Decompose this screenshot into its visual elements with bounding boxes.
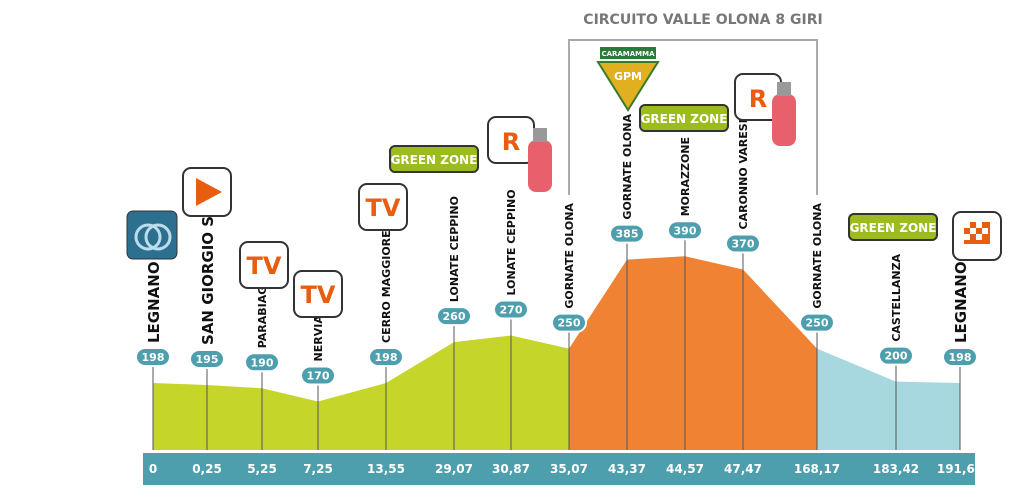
km-label: 5,25 xyxy=(247,462,277,476)
tv-badge: TV xyxy=(293,270,343,318)
location-name: CARONNO VARESINO xyxy=(737,101,750,230)
green-zone-badge: GREEN ZONE xyxy=(389,145,479,173)
altitude-bubble xyxy=(667,220,703,241)
km-label: 191,60 xyxy=(937,462,983,476)
altitude-bubble xyxy=(189,348,225,369)
altitude-bubble xyxy=(135,347,171,367)
altitude-bubble xyxy=(300,365,336,386)
start-icon xyxy=(126,210,178,260)
altitude-bubble xyxy=(436,306,472,327)
altitude-bubble xyxy=(725,233,761,254)
altitude-bubble xyxy=(244,352,280,373)
altitude-label: 198 xyxy=(142,351,165,364)
tv-label: TV xyxy=(366,194,401,222)
altitude-label: 390 xyxy=(674,224,697,237)
green-zone-label: GREEN ZONE xyxy=(641,112,728,126)
tv-label: TV xyxy=(247,252,282,280)
location-name: LEGNANO xyxy=(952,261,970,343)
tv-badge: TV xyxy=(239,241,289,289)
location-name: CASTELLANZA xyxy=(890,253,903,341)
altitude-label: 190 xyxy=(251,356,274,369)
km-label: 35,07 xyxy=(550,462,588,476)
km-label: 7,25 xyxy=(303,462,333,476)
altitude-label: 200 xyxy=(885,350,908,363)
refuel-badge: R xyxy=(734,73,796,146)
tv-badge: TV xyxy=(358,183,408,231)
km-bar xyxy=(143,453,975,485)
location-name: LONATE CEPPINO xyxy=(448,196,461,302)
km-label: 183,42 xyxy=(873,462,919,476)
gpm-label: GPM xyxy=(614,70,642,83)
tv-label: TV xyxy=(301,281,336,309)
km-label: 47,47 xyxy=(724,462,762,476)
altitude-bubble xyxy=(551,312,587,333)
altitude-label: 195 xyxy=(196,353,219,366)
altitude-label: 370 xyxy=(732,237,755,250)
profile-area-finish xyxy=(817,348,960,450)
circuit-title: CIRCUITO VALLE OLONA 8 GIRI xyxy=(583,12,822,28)
km-label: 13,55 xyxy=(367,462,405,476)
location-name: LEGNANO xyxy=(145,261,163,343)
location-name: GORNATE OLONA xyxy=(811,203,824,309)
location-name: GORNATE OLONA xyxy=(621,113,634,219)
km-label: 29,07 xyxy=(435,462,473,476)
km-label: 30,87 xyxy=(492,462,530,476)
location-name: GORNATE OLONA xyxy=(563,203,576,309)
sprint-icon xyxy=(182,167,232,217)
finish-icon xyxy=(952,211,1002,261)
circuit-bracket xyxy=(568,39,818,195)
location-name: PARABIAGO xyxy=(256,276,269,348)
refuel-label: R xyxy=(502,128,520,156)
km-label: 44,57 xyxy=(666,462,704,476)
profile: 198 LEGNANO 0 195 SAN GIORGIO S/L 0,25 190 PARA… xyxy=(135,101,983,476)
location-name: LONATE CEPPINO xyxy=(505,189,518,295)
altitude-bubble xyxy=(493,299,529,320)
km-label: 43,37 xyxy=(608,462,646,476)
gpm-sponsor: CARAMAMMA xyxy=(601,50,655,58)
altitude-bubble xyxy=(799,312,835,333)
refuel-badge: R xyxy=(487,116,552,192)
altitude-label: 170 xyxy=(307,369,330,382)
altitude-label: 250 xyxy=(806,317,829,330)
altitude-bubble xyxy=(942,347,978,367)
green-zone-badge: GREEN ZONE xyxy=(639,104,729,132)
green-zone-label: GREEN ZONE xyxy=(391,153,478,167)
location-name: CERRO MAGGIORE xyxy=(380,230,393,343)
altitude-bubble xyxy=(878,345,914,366)
location-name: SAN GIORGIO S/L xyxy=(199,200,217,345)
altitude-label: 385 xyxy=(616,228,639,241)
refuel-label: R xyxy=(749,85,767,113)
profile-area-start xyxy=(153,335,569,450)
profile-area-circuit xyxy=(569,256,817,450)
green-zone-label: GREEN ZONE xyxy=(850,221,937,235)
altitude-label: 250 xyxy=(558,317,581,330)
altitude-label: 270 xyxy=(500,303,523,316)
km-label: 0 xyxy=(149,462,157,476)
green-zone-badge: GREEN ZONE xyxy=(848,213,938,241)
altitude-label: 198 xyxy=(375,351,398,364)
km-label: 168,17 xyxy=(794,462,840,476)
altitude-bubble xyxy=(368,347,404,367)
gpm-badge: CARAMAMMA GPM xyxy=(596,47,660,112)
altitude-bubble xyxy=(609,223,645,244)
altitude-label: 198 xyxy=(949,351,972,364)
location-name: MORAZZONE xyxy=(679,137,692,216)
altitude-label: 260 xyxy=(443,310,466,323)
km-label: 0,25 xyxy=(192,462,222,476)
